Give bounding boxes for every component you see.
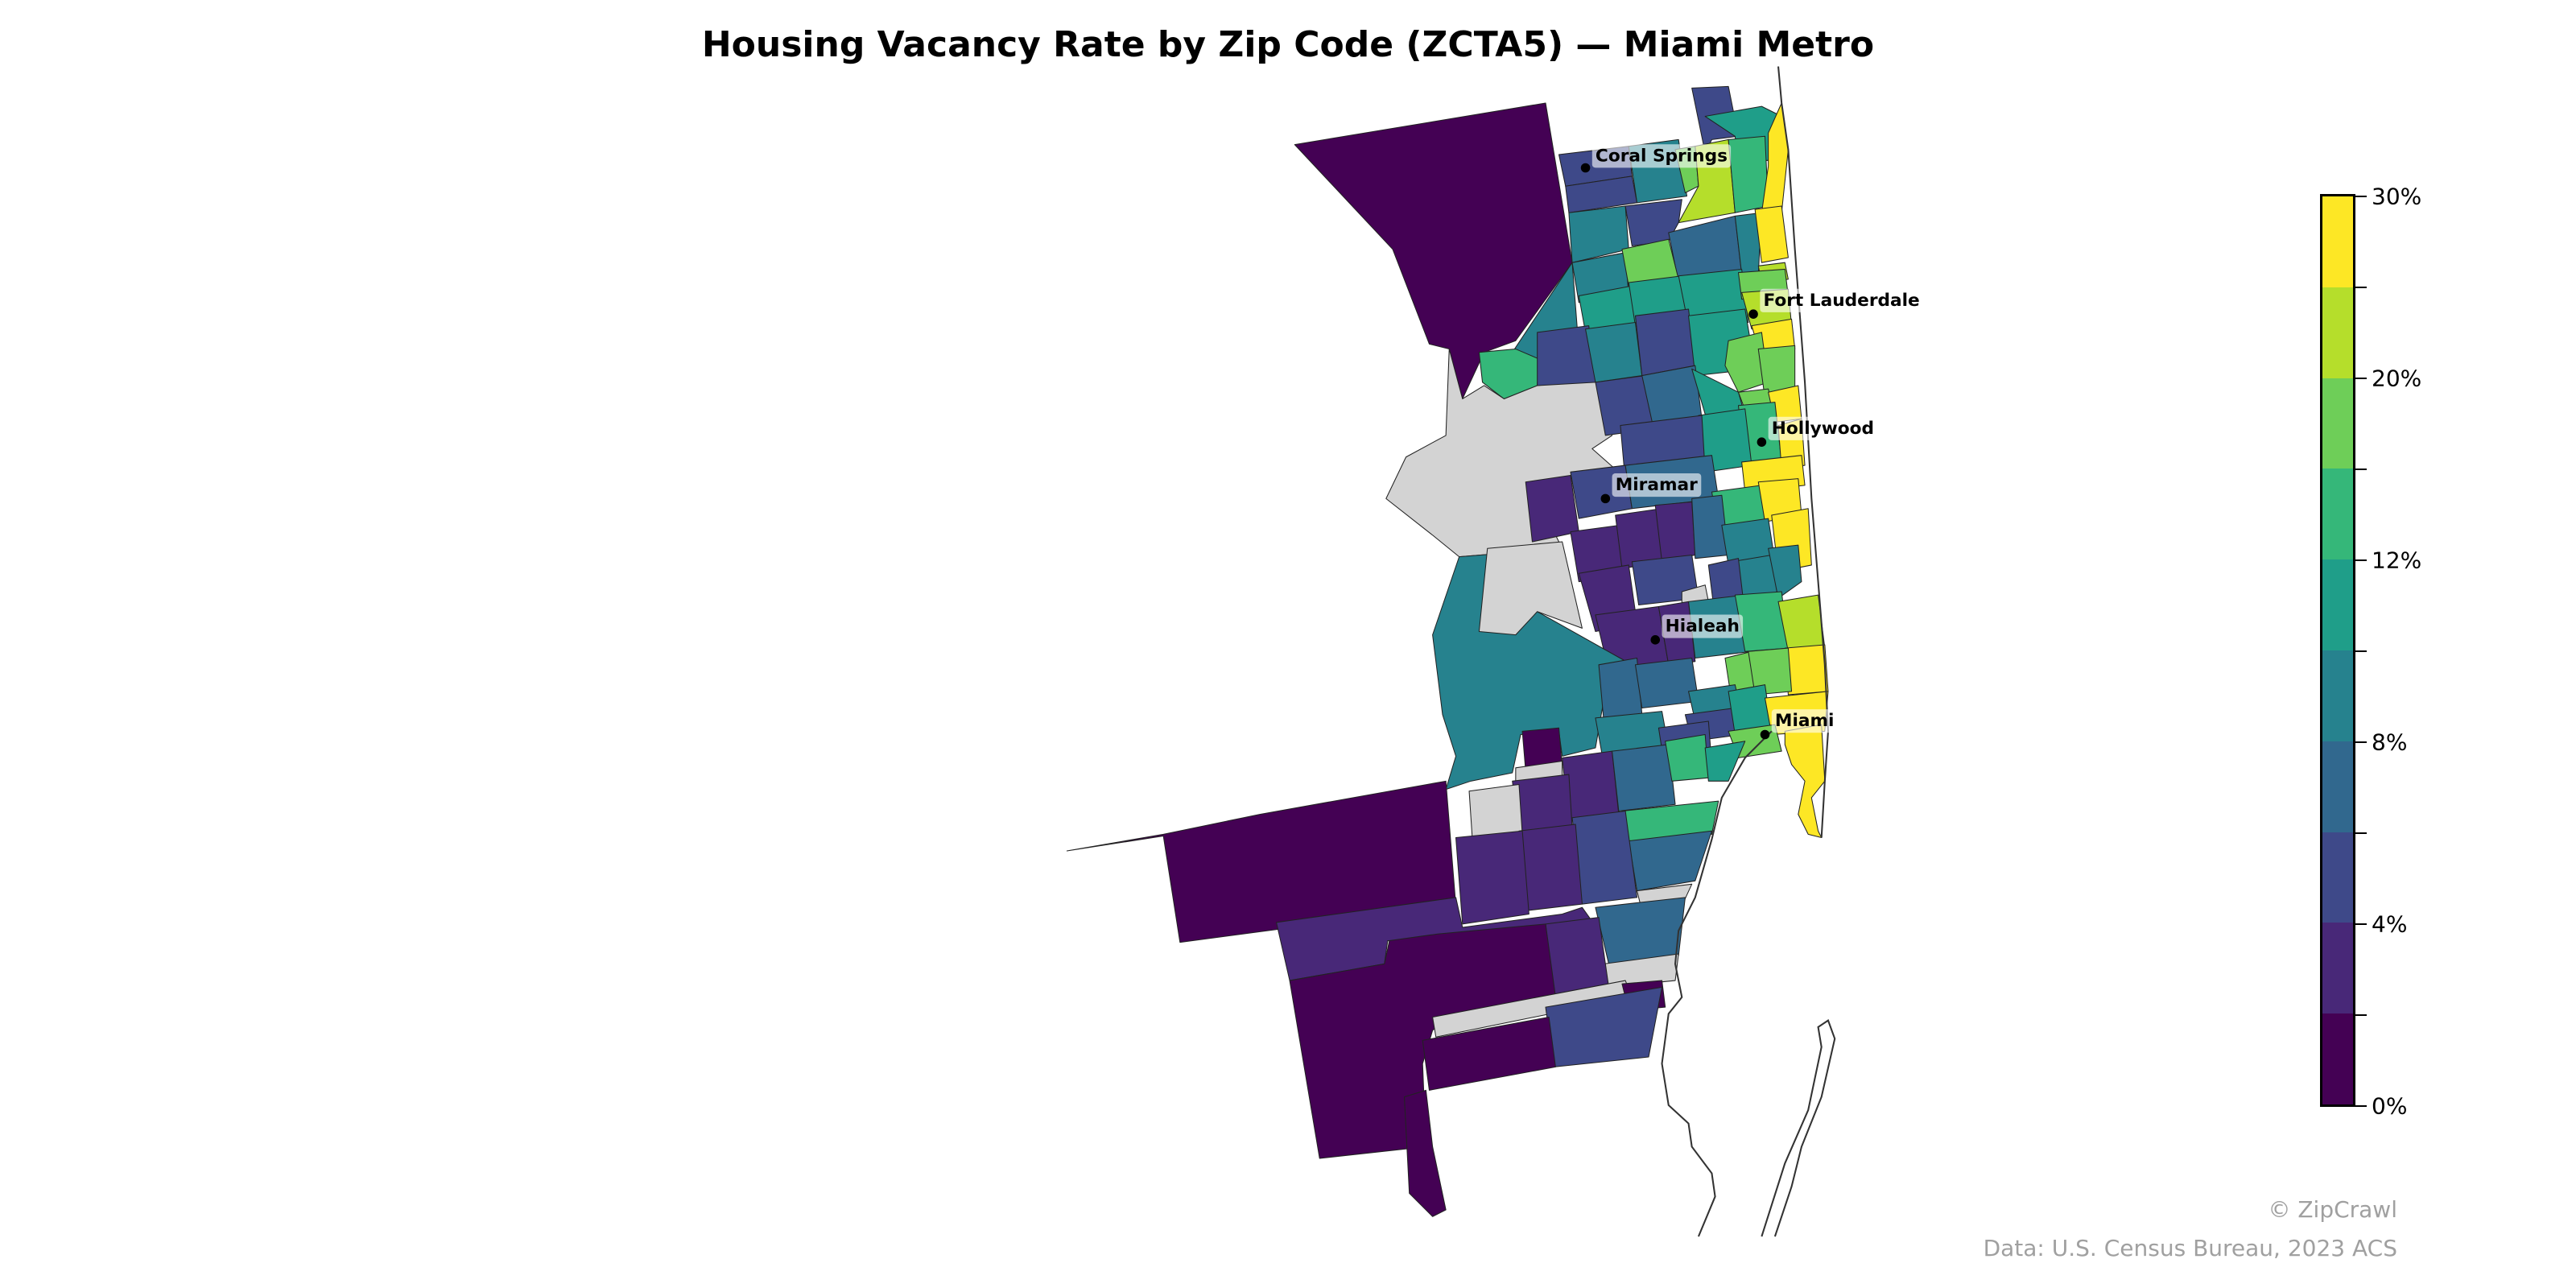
colorbar-bin (2322, 287, 2353, 378)
colorbar-label-8: 8% (2372, 729, 2408, 756)
city-label-hollywood: Hollywood (1772, 419, 1874, 439)
colorbar-bin (2322, 923, 2353, 1014)
colorbar-bin (2322, 196, 2353, 287)
zcta-region (1066, 780, 1457, 943)
colorbar-bin (2322, 650, 2353, 741)
colorbar-tick (2355, 559, 2367, 561)
zcta-region (1571, 810, 1638, 905)
city-fort-lauderdale: Fort Lauderdale (1748, 288, 1923, 319)
colorbar-bin (2322, 469, 2353, 560)
zcta-region (1478, 541, 1583, 636)
city-label-coral-springs: Coral Springs (1596, 146, 1728, 166)
zcta-region (1728, 135, 1769, 213)
city-label-miramar: Miramar (1616, 475, 1698, 495)
copyright-credit: © ZipCrawl (2268, 1196, 2397, 1223)
city-markers: Coral Springs Fort Lauderdale Hollywood … (1580, 144, 1923, 740)
zcta-region (1724, 332, 1769, 393)
colorbar-bin (2322, 378, 2353, 469)
colorbar-tick (2355, 650, 2367, 652)
zcta-region (1455, 830, 1530, 925)
colorbar-tick (2355, 1014, 2367, 1016)
colorbar-label-12: 12% (2372, 547, 2422, 574)
colorbar (2320, 194, 2355, 1107)
colorbar-tick (2355, 196, 2367, 197)
zcta-region (1754, 205, 1789, 263)
colorbar-label-4: 4% (2372, 910, 2408, 938)
zcta-region (1585, 322, 1643, 383)
zcta-region (1634, 658, 1699, 708)
zcta-polygons (1066, 85, 1829, 1217)
colorbar-tick (2355, 287, 2367, 288)
zcta-region (1784, 724, 1826, 839)
city-hialeah: Hialeah (1650, 614, 1744, 645)
city-coral-springs: Coral Springs (1580, 144, 1732, 173)
colorbar-bin (2322, 559, 2353, 651)
colorbar-label-0: 0% (2372, 1092, 2408, 1120)
colorbar-tick (2355, 741, 2367, 743)
coastline (1661, 66, 1836, 1237)
zcta-region (1665, 734, 1709, 782)
colorbar-bin (2322, 1013, 2353, 1104)
zcta-region (1734, 591, 1789, 652)
colorbar-tick (2355, 469, 2367, 470)
colorbar-tick (2355, 378, 2367, 379)
city-label-hialeah: Hialeah (1666, 617, 1740, 637)
colorbar-tick (2355, 832, 2367, 834)
colorbar-tick (2355, 1105, 2367, 1107)
zcta-region (1404, 1089, 1447, 1217)
colorbar-bin (2322, 741, 2353, 832)
chart-title: Housing Vacancy Rate by Zip Code (ZCTA5)… (701, 24, 1875, 65)
city-miramar: Miramar (1600, 473, 1702, 504)
zcta-region (1768, 544, 1802, 599)
zcta-region (1634, 308, 1696, 377)
zcta-region (1595, 897, 1686, 964)
zcta-region (1704, 741, 1746, 782)
colorbar-label-30: 30% (2372, 183, 2422, 210)
data-source-credit: Data: U.S. Census Bureau, 2023 ACS (1983, 1235, 2397, 1261)
zcta-region (1748, 647, 1793, 696)
zcta-region (1654, 501, 1696, 563)
zcta-region (1422, 1016, 1556, 1091)
zcta-region (1294, 102, 1573, 399)
colorbar-label-20: 20% (2372, 365, 2422, 392)
colorbar-tick (2355, 923, 2367, 925)
city-miami: Miami (1760, 709, 1838, 740)
city-label-miami: Miami (1775, 711, 1835, 731)
city-hollywood: Hollywood (1757, 416, 1878, 447)
zcta-region (1518, 824, 1583, 911)
zcta-region (1612, 744, 1676, 811)
colorbar-bin (2322, 832, 2353, 923)
city-label-fort-lauderdale: Fort Lauderdale (1763, 291, 1919, 311)
